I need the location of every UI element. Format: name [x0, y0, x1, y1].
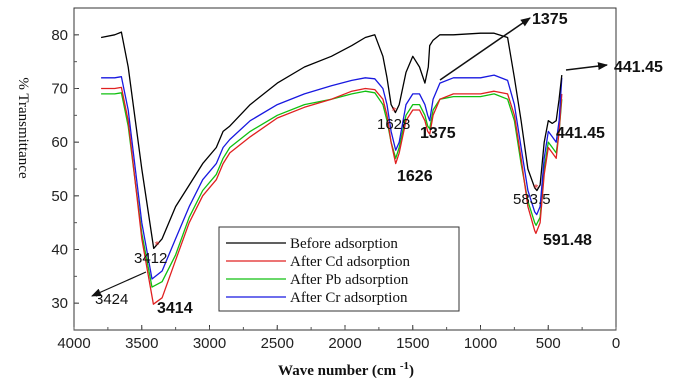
- x-axis-title-close: ): [409, 363, 414, 379]
- series-line-after-cr-adsorption: [101, 74, 563, 280]
- series-line-after-cd-adsorption: [101, 86, 563, 305]
- label-1375-mid: 1375: [420, 125, 456, 142]
- label-583: 583.5: [513, 191, 551, 208]
- y-tick-label-50: 50: [51, 188, 68, 205]
- x-tick-label-1500: 1500: [396, 335, 429, 352]
- y-tick-label-60: 60: [51, 134, 68, 151]
- x-tick-label-2500: 2500: [261, 335, 294, 352]
- label-1628: 1628: [377, 116, 410, 133]
- x-tick-label-4000: 4000: [57, 335, 90, 352]
- series-layer: [100, 31, 563, 305]
- legend-label-1: Before adsorption: [290, 236, 398, 252]
- label-441-mid: 441.45: [556, 125, 605, 142]
- marker-3412: *: [155, 240, 160, 251]
- y-tick-label-80: 80: [51, 27, 68, 44]
- series-line-before-adsorption: [100, 31, 563, 250]
- x-axis-title-sup: -1: [400, 360, 409, 372]
- label-3414: 3414: [157, 300, 193, 317]
- x-axis-title: Wave number (cm -1): [278, 360, 414, 379]
- y-tick-label-40: 40: [51, 242, 68, 259]
- label-1375-top: 1375: [532, 11, 568, 28]
- x-tick-label-1000: 1000: [464, 335, 497, 352]
- arrow-3424: [91, 271, 147, 297]
- x-axis: 4000 3500 3000 2500 2000 1500 1000 500 0: [57, 325, 620, 352]
- x-tick-label-500: 500: [536, 335, 561, 352]
- peak-markers: * * *: [155, 106, 539, 251]
- x-tick-label-3000: 3000: [193, 335, 226, 352]
- label-441-top: 441.45: [614, 59, 663, 76]
- legend: Before adsorption After Cd adsorption Afte…: [218, 226, 460, 312]
- x-tick-label-3500: 3500: [125, 335, 158, 352]
- arrow-441: [565, 62, 608, 71]
- legend-label-2: After Cd adsorption: [290, 254, 410, 270]
- x-axis-title-main: Wave number (cm: [278, 363, 400, 379]
- y-axis: 30 40 50 60 70 80: [51, 27, 79, 312]
- y-axis-title: % Transmittance: [15, 77, 31, 179]
- label-3424: 3424: [95, 291, 128, 308]
- label-3412: 3412: [134, 250, 167, 267]
- series-line-after-pb-adsorption: [101, 90, 563, 288]
- x-tick-label-2000: 2000: [328, 335, 361, 352]
- label-591: 591.48: [543, 232, 592, 249]
- y-tick-label-30: 30: [51, 295, 68, 312]
- x-tick-label-0: 0: [612, 335, 620, 352]
- marker-583: *: [534, 183, 539, 194]
- legend-label-4: After Cr adsorption: [290, 290, 408, 306]
- y-tick-label-70: 70: [51, 81, 68, 98]
- legend-label-3: After Pb adsorption: [290, 272, 409, 288]
- arrow-1375: [439, 17, 531, 81]
- label-1626: 1626: [397, 168, 433, 185]
- marker-1628: *: [392, 106, 397, 117]
